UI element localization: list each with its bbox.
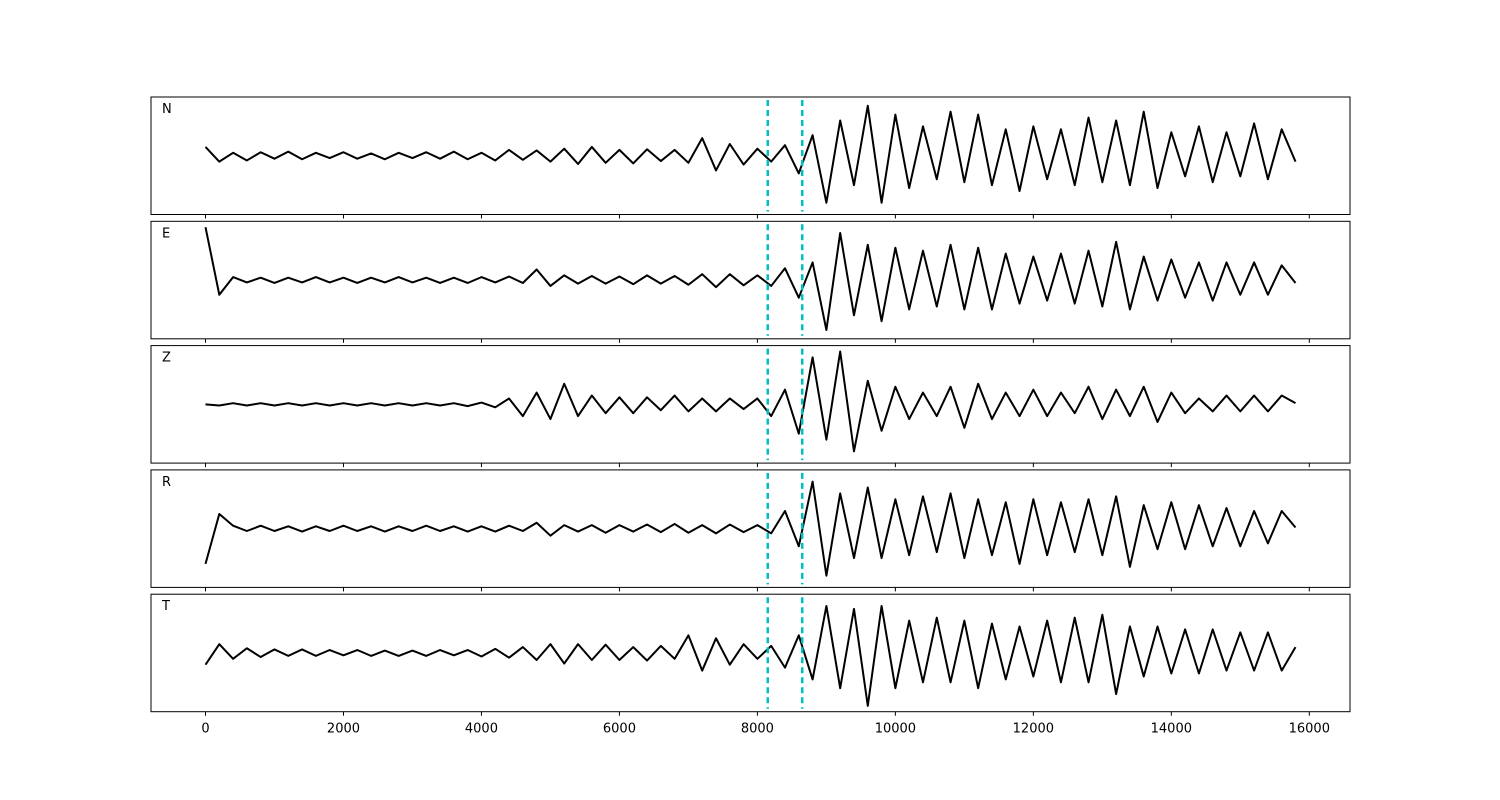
panel-frame <box>150 469 1351 588</box>
panel-frame <box>150 96 1351 215</box>
x-tick-label: 8000 <box>741 722 774 737</box>
x-tick-label: 10000 <box>875 722 916 737</box>
x-tick-label: 0 <box>201 722 209 737</box>
panel-label: R <box>162 475 171 490</box>
x-tick-label: 14000 <box>1151 722 1192 737</box>
x-tick-label: 6000 <box>603 722 636 737</box>
x-tick-label: 16000 <box>1289 722 1330 737</box>
panel-frame <box>150 593 1351 713</box>
x-tick-label: 4000 <box>465 722 498 737</box>
panel-label: E <box>162 226 170 241</box>
x-tick-label: 2000 <box>327 722 360 737</box>
panel-label: T <box>161 599 170 614</box>
trace <box>204 226 1297 331</box>
trace <box>205 350 1296 453</box>
trace <box>204 604 1297 707</box>
panel-label: Z <box>162 351 171 366</box>
x-tick-label: 12000 <box>1013 722 1054 737</box>
trace <box>204 104 1297 204</box>
panel-label: N <box>162 102 172 117</box>
panel-frame <box>150 345 1351 464</box>
panel-frame <box>150 220 1351 340</box>
trace <box>204 480 1297 577</box>
